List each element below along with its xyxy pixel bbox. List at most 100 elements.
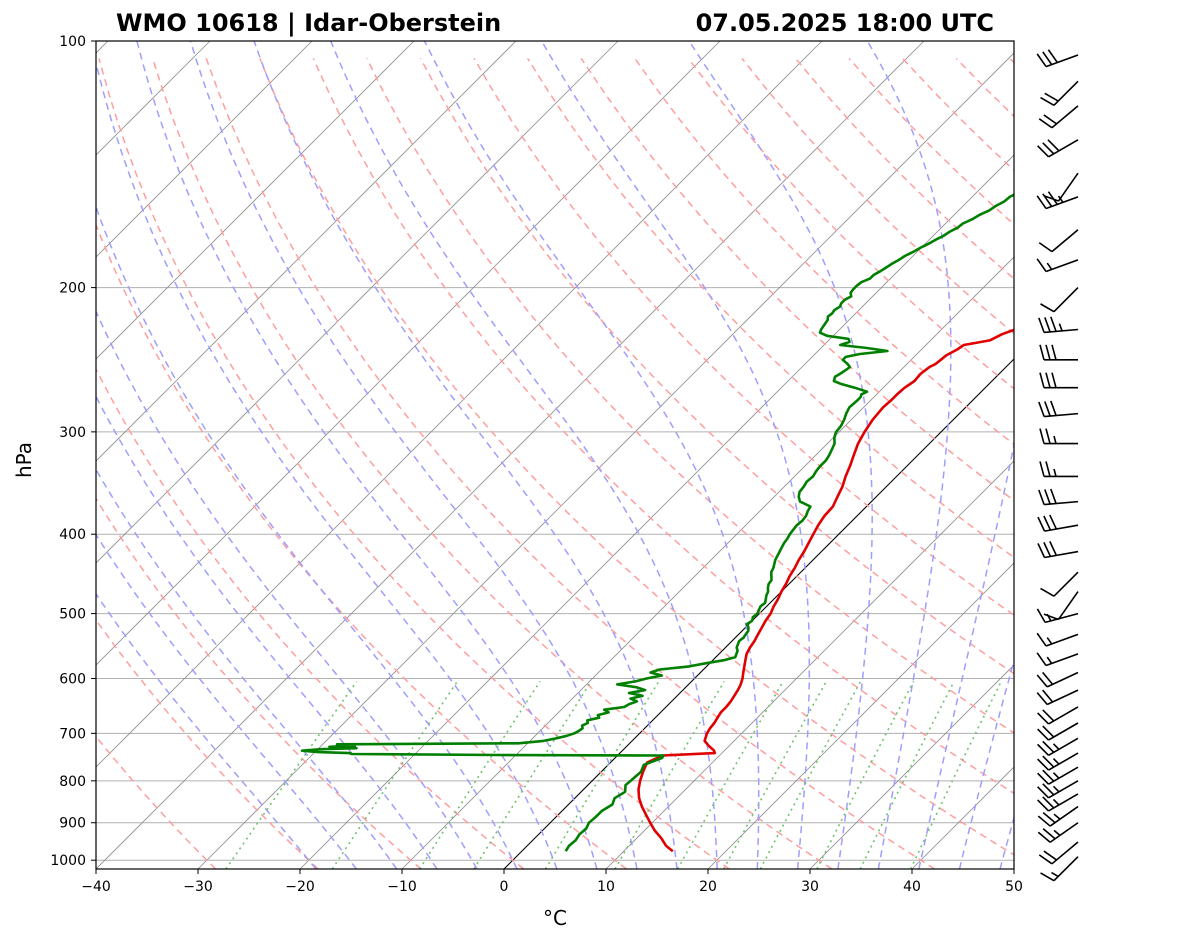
wind-barb-feather: [1040, 587, 1055, 597]
wind-barb-shaft: [1051, 229, 1079, 253]
wind-barb-feather: [1042, 709, 1055, 722]
isotherm: [605, 460, 1014, 869]
wind-barb: [1037, 514, 1079, 532]
wind-barb-feather: [1037, 543, 1046, 558]
wind-barb-half-feather: [1053, 829, 1061, 836]
wind-barb-feather: [1042, 769, 1055, 782]
mixing-ratio-line: [331, 680, 459, 869]
wind-barb-feather: [1038, 242, 1053, 253]
mixing-ratio-line: [909, 681, 1002, 869]
wind-barb-feather: [1036, 692, 1048, 706]
wind-barb-feather: [1042, 783, 1055, 796]
wind-barb-feather: [1042, 755, 1055, 768]
wind-barb-feather: [1038, 854, 1053, 865]
wind-barb-feather: [1042, 671, 1054, 685]
moist-adiabat: [253, 41, 678, 869]
chart-title-datetime: 07.05.2025 18:00 UTC: [696, 9, 994, 37]
wind-barb-feather: [1036, 195, 1047, 210]
dry-adiabat: [419, 58, 1014, 675]
wind-barb-feather: [1036, 674, 1048, 688]
y-tick-label: 1000: [50, 853, 86, 869]
wind-barb-half-feather: [1052, 758, 1060, 765]
dry-adiabat: [259, 58, 1014, 856]
isotherm: [401, 256, 1014, 869]
mixing-ratio-line: [723, 681, 827, 869]
isotherm: [809, 664, 1014, 869]
moist-adiabat: [918, 440, 1014, 869]
wind-barb-feather: [1037, 758, 1050, 771]
wind-barb-feather: [1050, 488, 1057, 504]
plot-frame: [95, 40, 1015, 870]
wind-barb: [1038, 105, 1079, 129]
wind-barb-shaft: [1057, 172, 1079, 202]
y-axis-ticks: 100 200 300 400 500 600 700 800 900 1000: [50, 34, 96, 869]
wind-barb-feather: [1037, 772, 1050, 785]
wind-barb-feather: [1051, 344, 1057, 361]
wind-barb-feather: [1045, 372, 1051, 388]
wind-barb: [1040, 80, 1079, 107]
wind-barb: [1036, 671, 1079, 688]
wind-barb: [1043, 172, 1079, 202]
x-tick-label: 40: [903, 879, 921, 895]
x-axis-label: °C: [543, 906, 567, 930]
wind-barb-feather: [1038, 317, 1045, 333]
dry-adiabat: [687, 57, 1014, 390]
wind-barb-feather: [1047, 139, 1060, 152]
wind-barb: [1043, 591, 1079, 621]
x-tick-label: −20: [285, 879, 315, 895]
y-tick-label: 500: [59, 607, 86, 623]
wind-barb: [1037, 706, 1079, 725]
wind-barb: [1036, 689, 1079, 706]
wind-barb-shaft: [1053, 287, 1079, 313]
wind-barb-feather: [1042, 740, 1055, 753]
wind-barb-feather: [1044, 489, 1051, 505]
moist-adiabat: [96, 533, 358, 869]
x-tick-label: 30: [801, 879, 819, 895]
moist-adiabat: [136, 41, 598, 869]
mixing-ratio-line: [859, 681, 955, 869]
dry-adiabat: [98, 58, 730, 869]
y-tick-label: 600: [59, 671, 86, 687]
wind-barb: [1037, 805, 1079, 827]
wind-barb-feather: [1043, 542, 1052, 557]
wind-barb-feather: [1037, 145, 1050, 158]
wind-barb-feather: [1039, 428, 1045, 444]
wind-barb-half-feather: [1052, 798, 1060, 806]
temperature-profile-line: [637, 328, 1014, 853]
wind-barb-feather: [1044, 401, 1051, 417]
wind-barb-feather: [1037, 712, 1050, 725]
wind-barb-feather: [1040, 872, 1055, 882]
wind-barb-feather: [1045, 461, 1051, 477]
x-tick-label: −40: [81, 879, 111, 895]
wind-barb-feather: [1039, 372, 1045, 388]
isotherm: [96, 41, 925, 869]
isotherm: [299, 154, 1014, 869]
mixing-ratio-line: [225, 680, 358, 869]
wind-barb: [1039, 344, 1078, 361]
wind-barb-feather: [1038, 118, 1053, 129]
isotherm: [96, 41, 619, 564]
mixing-ratio-line: [816, 681, 915, 869]
isotherm: [96, 41, 313, 258]
dry-adiabat: [366, 58, 1014, 734]
wind-barb-half-feather: [1046, 656, 1053, 664]
moist-adiabat: [189, 41, 638, 869]
chart-title-station: WMO 10618 | Idar-Oberstein: [116, 9, 501, 37]
wind-barb: [1037, 752, 1079, 771]
wind-barb-feather: [1043, 194, 1059, 202]
y-tick-label: 300: [59, 425, 86, 441]
wind-barb-feather: [1039, 461, 1045, 477]
wind-barb-feather: [1042, 142, 1055, 155]
moist-adiabat: [96, 309, 478, 869]
wind-barb-feather: [1044, 92, 1059, 102]
moist-adiabat: [330, 41, 718, 869]
isotherm: [96, 41, 517, 462]
moist-adiabat: [96, 592, 317, 869]
wind-barb-feather: [1042, 689, 1054, 703]
wind-barb-feather: [1040, 96, 1055, 107]
wind-barb-half-feather: [1052, 743, 1060, 750]
dry-adiabat: [634, 57, 1014, 446]
wind-barb-feather: [1038, 489, 1045, 505]
wind-barb-half-feather: [1046, 262, 1053, 270]
